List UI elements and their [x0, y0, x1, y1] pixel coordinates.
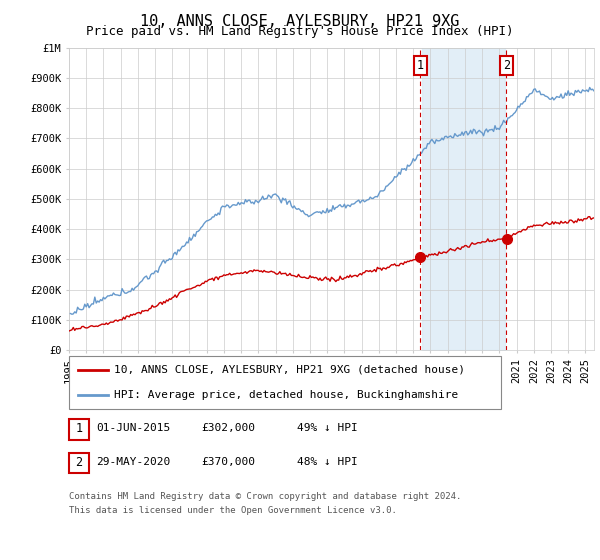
- Text: 48% ↓ HPI: 48% ↓ HPI: [297, 457, 358, 467]
- Text: 01-JUN-2015: 01-JUN-2015: [96, 423, 170, 433]
- Text: Contains HM Land Registry data © Crown copyright and database right 2024.: Contains HM Land Registry data © Crown c…: [69, 492, 461, 501]
- Text: 2: 2: [76, 455, 82, 469]
- Text: 2: 2: [503, 59, 510, 72]
- Text: 10, ANNS CLOSE, AYLESBURY, HP21 9XG (detached house): 10, ANNS CLOSE, AYLESBURY, HP21 9XG (det…: [114, 365, 465, 375]
- Text: 49% ↓ HPI: 49% ↓ HPI: [297, 423, 358, 433]
- Text: This data is licensed under the Open Government Licence v3.0.: This data is licensed under the Open Gov…: [69, 506, 397, 515]
- Text: HPI: Average price, detached house, Buckinghamshire: HPI: Average price, detached house, Buck…: [114, 390, 458, 400]
- Text: 29-MAY-2020: 29-MAY-2020: [96, 457, 170, 467]
- Text: 10, ANNS CLOSE, AYLESBURY, HP21 9XG: 10, ANNS CLOSE, AYLESBURY, HP21 9XG: [140, 14, 460, 29]
- Text: 1: 1: [417, 59, 424, 72]
- Text: £370,000: £370,000: [201, 457, 255, 467]
- Text: Price paid vs. HM Land Registry's House Price Index (HPI): Price paid vs. HM Land Registry's House …: [86, 25, 514, 38]
- Text: £302,000: £302,000: [201, 423, 255, 433]
- Text: 1: 1: [76, 422, 82, 435]
